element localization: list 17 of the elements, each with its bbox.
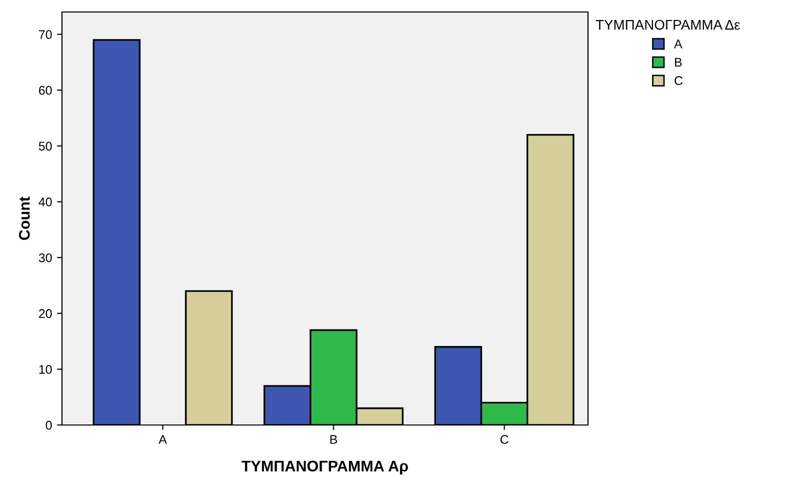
legend-label: C: [674, 76, 683, 86]
y-tick-label: 50: [38, 142, 52, 151]
y-tick-label: 0: [46, 420, 52, 430]
y-tick-label: 30: [38, 253, 52, 262]
y-tick-label: 70: [39, 30, 52, 39]
x-tick-label: C: [500, 435, 508, 444]
y-tick-label: 40: [38, 198, 52, 206]
x-tick-label: B: [330, 435, 338, 444]
y-tick-label: 20: [39, 309, 52, 318]
legend-label: B: [675, 58, 682, 67]
legend-label: A: [674, 40, 682, 48]
legend-title: ΤΥΜΠΑΝΟΓΡΑΜΜΑ Δε: [596, 20, 740, 30]
x-tick-label: A: [158, 435, 167, 444]
y-tick-label: 60: [39, 86, 52, 95]
y-axis-title: Count: [18, 196, 30, 240]
y-tick-label: 10: [39, 364, 52, 374]
x-axis-title: ΤΥΜΠΑΝΟΓΡΑΜΜΑ Αρ: [242, 460, 408, 475]
